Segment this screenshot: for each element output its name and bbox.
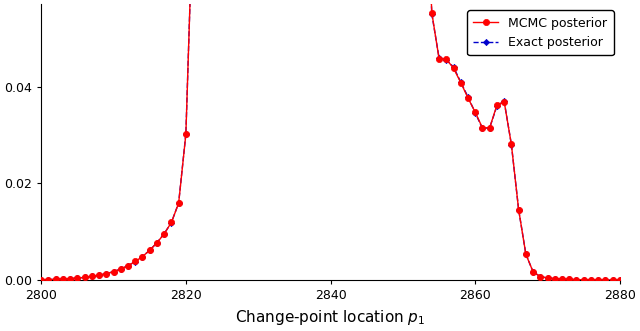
Exact posterior — [515, 208, 522, 212]
MCMC posterior — [616, 278, 624, 282]
Legend: MCMC posterior, Exact posterior: MCMC posterior, Exact posterior — [467, 10, 614, 55]
Exact posterior — [544, 276, 552, 280]
MCMC posterior — [37, 278, 45, 282]
Exact posterior — [37, 278, 45, 282]
Exact posterior — [565, 277, 573, 281]
Line: MCMC posterior: MCMC posterior — [38, 0, 623, 283]
MCMC posterior — [515, 208, 522, 212]
Line: Exact posterior: Exact posterior — [39, 0, 622, 282]
Exact posterior — [616, 278, 624, 282]
MCMC posterior — [565, 277, 573, 281]
Exact posterior — [472, 111, 479, 115]
MCMC posterior — [472, 110, 479, 114]
X-axis label: Change-point location $p_1$: Change-point location $p_1$ — [236, 308, 426, 327]
MCMC posterior — [544, 276, 552, 280]
